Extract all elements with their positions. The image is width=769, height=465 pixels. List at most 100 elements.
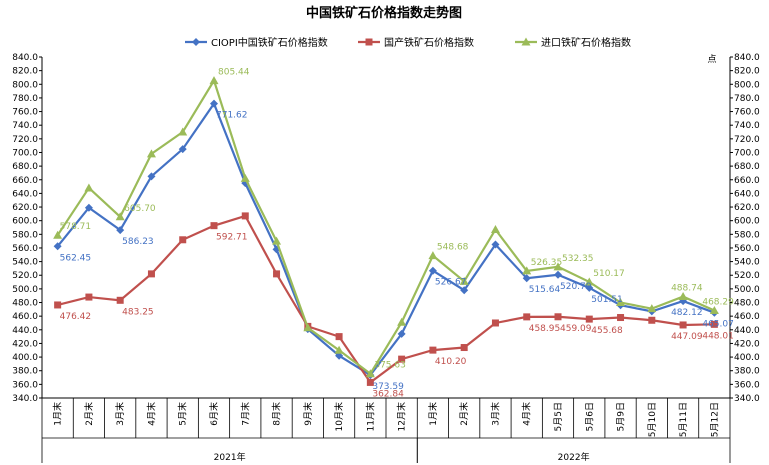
right-tick-label: 360.0 (734, 380, 760, 390)
data-label: 488.74 (671, 284, 703, 294)
left-tick-label: 540.0 (12, 258, 38, 268)
data-point (53, 230, 63, 239)
left-tick-label: 400.0 (12, 353, 38, 363)
data-point (460, 344, 468, 352)
data-label: 771.62 (216, 111, 248, 121)
data-label: 605.70 (124, 204, 156, 214)
data-label: 510.17 (593, 269, 625, 279)
data-point (84, 183, 94, 192)
data-label: 410.20 (435, 357, 467, 367)
right-tick-label: 500.0 (734, 285, 760, 295)
data-point (303, 323, 313, 332)
category-label: 5月5日 (553, 402, 564, 431)
right-tick-label: 520.0 (734, 271, 760, 281)
right-tick-label: 720.0 (734, 135, 760, 145)
data-label: 465.07 (702, 320, 734, 330)
data-point (585, 283, 594, 292)
data-point (84, 203, 93, 212)
series-line-2 (56, 77, 715, 376)
left-tick-label: 840.0 (12, 53, 38, 63)
data-point (115, 212, 125, 221)
data-point (554, 313, 562, 321)
axes: 340.0 340.0 360.0 360.0 380.0 380.0 400.0 400.0… (12, 53, 760, 463)
right-tick-label: 380.0 (734, 367, 760, 377)
data-label: 526.35 (531, 258, 563, 268)
data-label: 592.71 (216, 233, 248, 243)
data-point (616, 298, 626, 307)
year-group-label: 2022年 (558, 451, 590, 463)
right-axis-unit: 点 (707, 54, 716, 65)
year-group-label: 2021年 (214, 451, 246, 463)
data-point (273, 270, 281, 278)
data-point (709, 306, 719, 315)
legend-marker-1 (365, 38, 373, 46)
left-tick-label: 720.0 (12, 135, 38, 145)
data-point (428, 251, 438, 260)
category-label: 5月末 (177, 402, 189, 426)
data-point (334, 345, 344, 354)
left-tick-label: 500.0 (12, 285, 38, 295)
data-point (490, 225, 500, 234)
category-label: 12月末 (396, 402, 408, 431)
data-point (179, 236, 187, 244)
data-point (491, 240, 500, 249)
right-tick-label: 780.0 (734, 94, 760, 104)
data-point (428, 266, 437, 275)
left-tick-label: 760.0 (12, 108, 38, 118)
right-tick-label: 840.0 (734, 53, 760, 63)
left-tick-label: 520.0 (12, 271, 38, 281)
left-tick-label: 740.0 (12, 121, 38, 131)
legend: CIOPI中国铁矿石价格指数 国产铁矿石价格指数 进口铁矿石价格指数 (185, 36, 631, 49)
data-point (116, 296, 124, 304)
category-label: 2月末 (83, 402, 95, 426)
category-label: 7月末 (239, 402, 251, 426)
left-tick-label: 560.0 (12, 244, 38, 254)
right-tick-label: 560.0 (734, 244, 760, 254)
series-line-0 (56, 101, 715, 377)
data-point (147, 270, 155, 278)
data-label: 448.01 (702, 331, 734, 341)
data-point (584, 277, 594, 286)
left-tick-label: 380.0 (12, 367, 38, 377)
right-tick-label: 460.0 (734, 312, 760, 322)
data-label: 458.95 (529, 324, 561, 334)
left-tick-label: 700.0 (12, 148, 38, 158)
category-label: 5月11日 (678, 402, 689, 437)
category-label: 5月6日 (584, 402, 595, 431)
category-label: 11月末 (364, 402, 376, 431)
data-point (178, 127, 188, 136)
right-tick-label: 680.0 (734, 162, 760, 172)
category-label: 4月末 (521, 402, 533, 426)
data-point (679, 321, 687, 329)
data-point (429, 346, 437, 354)
category-label: 8月末 (271, 402, 283, 426)
data-label: 532.35 (562, 254, 594, 264)
data-point (491, 319, 499, 327)
data-label: 586.23 (122, 237, 154, 247)
right-tick-label: 420.0 (734, 339, 760, 349)
data-point (116, 226, 125, 235)
data-label: 578.71 (60, 222, 92, 232)
right-tick-label: 800.0 (734, 80, 760, 90)
legend-marker-2 (521, 37, 531, 46)
data-point (522, 266, 532, 275)
data-point (53, 242, 62, 251)
data-point (710, 320, 718, 328)
data-point (335, 333, 343, 341)
right-tick-label: 620.0 (734, 203, 760, 213)
data-labels: 562.45 586.23 771.62 373.59 526.67 515.64 520.… (60, 68, 734, 400)
right-tick-label: 760.0 (734, 108, 760, 118)
data-label: 483.25 (122, 307, 154, 317)
category-label: 9月末 (302, 402, 314, 426)
category-label: 3月末 (114, 402, 126, 426)
data-label: 526.67 (435, 278, 467, 288)
left-tick-label: 820.0 (12, 67, 38, 77)
left-tick-label: 600.0 (12, 217, 38, 227)
data-point (209, 76, 219, 85)
left-tick-label: 460.0 (12, 312, 38, 322)
category-label: 5月9日 (616, 402, 627, 431)
data-point (554, 270, 562, 279)
data-point (241, 212, 249, 220)
data-point (240, 173, 250, 182)
